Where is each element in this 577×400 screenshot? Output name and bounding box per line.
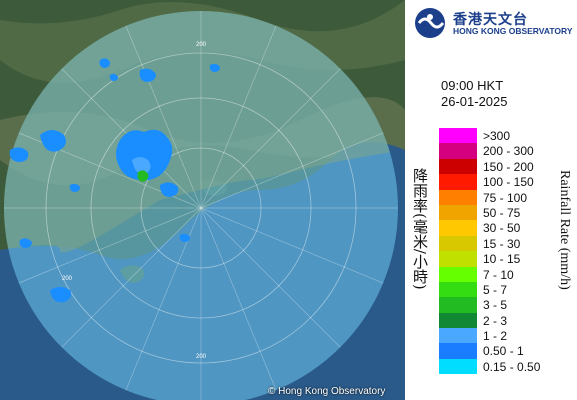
- legend-swatch: [439, 266, 477, 282]
- legend-row: 10 - 15: [439, 251, 567, 267]
- radar-map: 200 200 200 © Hong Kong Observatory: [0, 0, 405, 400]
- rain-echo: [19, 238, 32, 248]
- legend-row: 50 - 75: [439, 204, 567, 221]
- legend-range-label: 50 - 75: [483, 205, 521, 220]
- legend-range-label: 7 - 10: [483, 267, 514, 282]
- rainfall-legend: >300 200 - 300 150 - 200 100 - 150 75 - 100 5…: [439, 128, 567, 375]
- observatory-emblem-icon: [415, 8, 445, 38]
- legend-range-label: 150 - 200: [483, 159, 534, 174]
- legend-row: 30 - 50: [439, 220, 567, 236]
- rain-echoes: [9, 58, 220, 303]
- legend-row: 75 - 100: [439, 189, 567, 205]
- legend-swatch: [439, 297, 477, 313]
- rain-echo: [132, 157, 151, 175]
- logo-text-en: HONG KONG OBSERVATORY: [453, 26, 573, 36]
- info-panel: 香港天文台 HONG KONG OBSERVATORY 09:00 HKT 26…: [405, 0, 577, 400]
- legend-swatch: [439, 204, 477, 221]
- range-ring-label: 200: [196, 42, 207, 48]
- range-ring: [90, 97, 312, 319]
- observation-date: 26-01-2025: [441, 94, 508, 109]
- legend-range-label: >300: [483, 129, 511, 143]
- legend-swatch: [439, 312, 477, 329]
- legend-row: 2 - 3: [439, 312, 567, 329]
- legend-swatch: [439, 251, 477, 267]
- rain-echo: [69, 183, 80, 192]
- observatory-logo: 香港天文台 HONG KONG OBSERVATORY: [413, 6, 573, 40]
- legend-swatch: [439, 158, 477, 175]
- rain-echo: [109, 73, 118, 81]
- rain-echo: [209, 63, 220, 72]
- rain-echo: [99, 58, 110, 68]
- legend-range-label: 75 - 100: [483, 190, 528, 205]
- legend-row: 1 - 2: [439, 328, 567, 344]
- rain-echo: [116, 129, 173, 181]
- legend-swatch: [439, 358, 477, 375]
- range-ring: [140, 147, 262, 269]
- legend-range-label: 1 - 2: [483, 329, 508, 344]
- legend-swatch: [439, 189, 477, 205]
- legend-axis-label-cn: 降雨率(毫米/小時): [411, 168, 429, 290]
- rain-echo: [9, 147, 29, 162]
- logo-text-cn: 香港天文台: [453, 12, 528, 28]
- legend-row: 150 - 200: [439, 158, 567, 175]
- legend-axis-label-en: Rainfall Rate (mm/h): [557, 170, 572, 290]
- legend-row: 3 - 5: [439, 297, 567, 313]
- legend-swatch: [439, 235, 477, 252]
- legend-range-label: 0.15 - 0.50: [483, 359, 541, 374]
- legend-range-label: 200 - 300: [483, 144, 534, 159]
- rain-echo: [160, 182, 179, 197]
- rain-echo: [137, 170, 149, 182]
- legend-row: 0.50 - 1: [439, 343, 567, 359]
- radar-map-image: 200 200 200: [0, 0, 405, 400]
- legend-row: 15 - 30: [439, 235, 567, 252]
- legend-range-label: 5 - 7: [483, 282, 508, 297]
- range-ring-label: 200: [196, 354, 207, 360]
- legend-swatch: [439, 281, 477, 298]
- legend-range-label: 100 - 150: [483, 175, 534, 190]
- legend-row: 200 - 300: [439, 143, 567, 159]
- rain-echo: [179, 233, 190, 242]
- legend-swatch: [439, 343, 477, 359]
- observation-time: 09:00 HKT: [441, 78, 504, 93]
- legend-range-label: 2 - 3: [483, 313, 508, 328]
- legend-row: 7 - 10: [439, 266, 567, 282]
- legend-row: >300: [439, 128, 567, 144]
- range-ring-label: 200: [62, 276, 73, 282]
- rain-echo: [40, 130, 66, 152]
- legend-range-label: 15 - 30: [483, 236, 521, 251]
- legend-row: 0.15 - 0.50: [439, 358, 567, 375]
- legend-swatch: [439, 128, 477, 144]
- legend-row: 5 - 7: [439, 281, 567, 298]
- legend-swatch: [439, 220, 477, 236]
- legend-range-label: 10 - 15: [483, 252, 521, 267]
- legend-range-label: 0.50 - 1: [483, 344, 524, 359]
- legend-swatch: [439, 328, 477, 344]
- legend-swatch: [439, 143, 477, 159]
- copyright-notice: © Hong Kong Observatory: [268, 386, 386, 397]
- legend-row: 100 - 150: [439, 174, 567, 190]
- legend-range-label: 3 - 5: [483, 298, 508, 313]
- rain-echo: [50, 287, 72, 303]
- legend-range-label: 30 - 50: [483, 221, 521, 236]
- range-ring: [45, 52, 357, 364]
- rain-echo: [139, 68, 156, 82]
- legend-swatch: [439, 174, 477, 190]
